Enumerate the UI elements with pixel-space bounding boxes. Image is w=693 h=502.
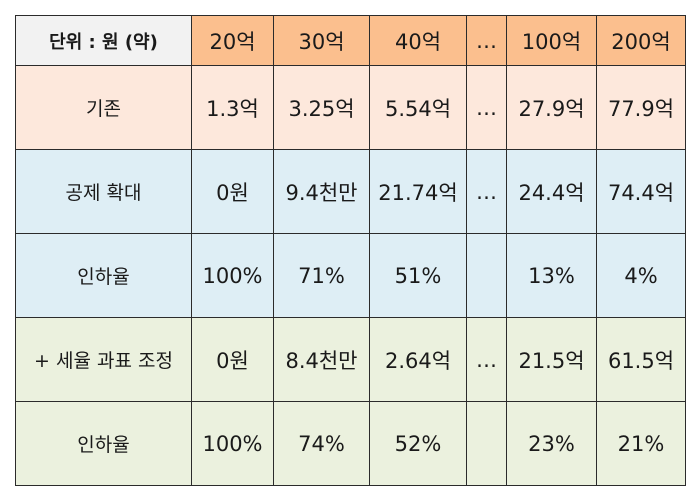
- table-row: 인하율 100% 71% 51% 13% 4%: [15, 233, 686, 318]
- table-cell: …: [466, 317, 507, 402]
- column-header: 40억: [369, 15, 467, 66]
- table-cell: 100%: [191, 401, 274, 486]
- row-label: 기존: [15, 65, 192, 150]
- row-label: 인하율: [15, 233, 192, 318]
- table-cell: [466, 233, 507, 318]
- table-cell: 71%: [273, 233, 370, 318]
- column-header: 30억: [273, 15, 370, 66]
- table-cell: …: [466, 149, 507, 234]
- table-row: 인하율 100% 74% 52% 23% 21%: [15, 401, 686, 486]
- unit-label: 단위 : 원 (약): [15, 15, 192, 66]
- table-cell: 2.64억: [369, 317, 467, 402]
- table-cell: 21%: [596, 401, 686, 486]
- column-header: 100억: [506, 15, 597, 66]
- table-cell: 21.74억: [369, 149, 467, 234]
- table-cell: 23%: [506, 401, 597, 486]
- table-cell: 24.4억: [506, 149, 597, 234]
- column-header: …: [466, 15, 507, 66]
- header-row: 단위 : 원 (약) 20억 30억 40억 … 100억 200억: [15, 15, 686, 66]
- row-label: 인하율: [15, 401, 192, 486]
- table-cell: 1.3억: [191, 65, 274, 150]
- table-cell: 100%: [191, 233, 274, 318]
- table-cell: 74%: [273, 401, 370, 486]
- table-cell: 74.4억: [596, 149, 686, 234]
- table-cell: 9.4천만: [273, 149, 370, 234]
- row-label: 공제 확대: [15, 149, 192, 234]
- table-row: + 세율 과표 조정 0원 8.4천만 2.64억 … 21.5억 61.5억: [15, 317, 686, 402]
- table-cell: 61.5억: [596, 317, 686, 402]
- table-cell: 0원: [191, 317, 274, 402]
- table-cell: 13%: [506, 233, 597, 318]
- column-header: 200억: [596, 15, 686, 66]
- column-header: 20억: [191, 15, 274, 66]
- tax-comparison-table: 단위 : 원 (약) 20억 30억 40억 … 100억 200억 기존 1.…: [15, 15, 686, 486]
- table-cell: 51%: [369, 233, 467, 318]
- table-cell: 3.25억: [273, 65, 370, 150]
- table-cell: 0원: [191, 149, 274, 234]
- table-row: 공제 확대 0원 9.4천만 21.74억 … 24.4억 74.4억: [15, 149, 686, 234]
- row-label: + 세율 과표 조정: [15, 317, 192, 402]
- table-cell: [466, 401, 507, 486]
- table-cell: 8.4천만: [273, 317, 370, 402]
- table-cell: 27.9억: [506, 65, 597, 150]
- table-row: 기존 1.3억 3.25억 5.54억 … 27.9억 77.9억: [15, 65, 686, 150]
- table-cell: 5.54억: [369, 65, 467, 150]
- table-cell: 4%: [596, 233, 686, 318]
- table-cell: …: [466, 65, 507, 150]
- table-cell: 52%: [369, 401, 467, 486]
- table-cell: 21.5억: [506, 317, 597, 402]
- table-cell: 77.9억: [596, 65, 686, 150]
